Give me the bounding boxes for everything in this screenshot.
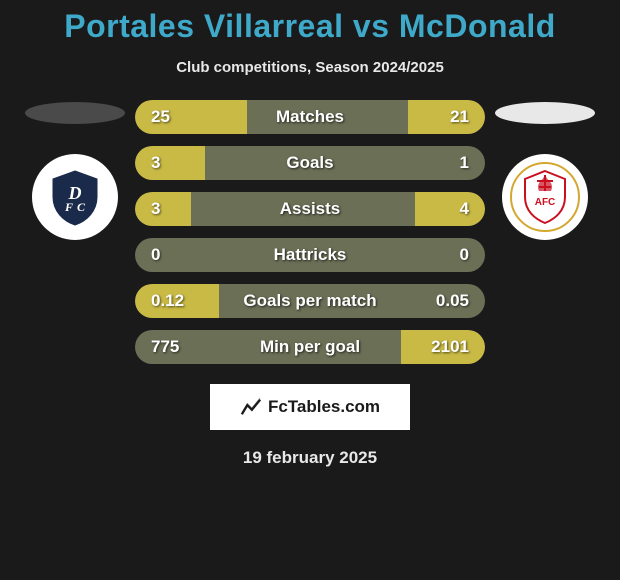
svg-text:C: C (77, 200, 86, 214)
stat-label: Matches (276, 107, 344, 127)
left-oval-icon (25, 102, 125, 124)
stat-value-left: 25 (151, 107, 170, 127)
stat-bar: 3 Goals 1 (135, 146, 485, 180)
stat-bar: 3 Assists 4 (135, 192, 485, 226)
stat-value-right: 4 (460, 199, 469, 219)
comparison-infographic: Portales Villarreal vs McDonald Club com… (0, 0, 620, 580)
stat-value-left: 775 (151, 337, 179, 357)
stat-value-right: 2101 (431, 337, 469, 357)
stats-column: 25 Matches 21 3 Goals 1 3 Assists 4 0 Hattricks 0 0.… (135, 100, 485, 364)
stat-label: Goals (286, 153, 333, 173)
stat-value-left: 0.12 (151, 291, 184, 311)
stat-label: Goals per match (243, 291, 376, 311)
left-club-column: D F C (15, 100, 135, 240)
logo-text: FcTables.com (268, 397, 380, 417)
stat-fill-right (408, 100, 485, 134)
stat-bar: 0.12 Goals per match 0.05 (135, 284, 485, 318)
stat-value-right: 21 (450, 107, 469, 127)
right-club-badge: AFC (502, 154, 588, 240)
stat-value-right: 0.05 (436, 291, 469, 311)
stat-value-right: 0 (460, 245, 469, 265)
stat-bar: 775 Min per goal 2101 (135, 330, 485, 364)
stat-value-left: 3 (151, 153, 160, 173)
stat-label: Assists (280, 199, 340, 219)
right-club-column: AFC (485, 100, 605, 240)
stat-value-left: 0 (151, 245, 160, 265)
airdrieonians-shield-icon: AFC (509, 161, 581, 233)
dundee-shield-icon: D F C (45, 167, 105, 227)
page-title: Portales Villarreal vs McDonald (64, 8, 556, 45)
svg-text:AFC: AFC (535, 197, 556, 208)
stat-bar: 0 Hattricks 0 (135, 238, 485, 272)
page-subtitle: Club competitions, Season 2024/2025 (176, 59, 444, 76)
main-row: D F C 25 Matches 21 3 Goals 1 3 Assists 4 0 Hattri… (0, 100, 620, 364)
stat-fill-right (415, 192, 485, 226)
svg-text:F: F (64, 200, 73, 214)
stat-fill-left (135, 192, 191, 226)
stat-fill-left (135, 146, 205, 180)
stat-value-left: 3 (151, 199, 160, 219)
stat-label: Min per goal (260, 337, 360, 357)
stat-bar: 25 Matches 21 (135, 100, 485, 134)
stat-value-right: 1 (460, 153, 469, 173)
stat-label: Hattricks (274, 245, 347, 265)
left-club-badge: D F C (32, 154, 118, 240)
footer-date: 19 february 2025 (243, 448, 377, 468)
right-oval-icon (495, 102, 595, 124)
fctables-logo: FcTables.com (210, 384, 410, 430)
chart-line-icon (240, 396, 262, 418)
